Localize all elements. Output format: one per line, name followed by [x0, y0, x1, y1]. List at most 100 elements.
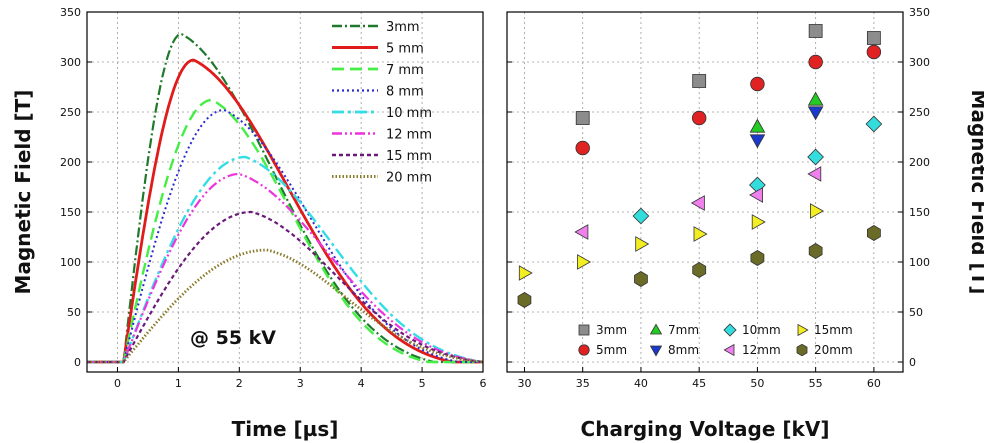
right-x-tick-label: 40 [634, 377, 648, 390]
left-y-axis-label: Magnetic Field [T] [11, 90, 35, 295]
legend-label: 7mm [668, 323, 699, 337]
curve-7mm [86, 98, 483, 364]
legend-label: 20 mm [386, 171, 432, 186]
legend-label: 12 mm [386, 128, 432, 143]
point-20mm [867, 225, 881, 241]
right-y-tick-label: 350 [909, 6, 930, 19]
legend-marker-15mm [797, 323, 809, 337]
point-10mm [632, 207, 650, 225]
legend-marker-8mm [649, 345, 663, 357]
voltage-annotation: @ 55 kV [190, 327, 276, 349]
left-curves [86, 32, 484, 364]
point-12mm [749, 187, 763, 203]
point-7mm [807, 91, 824, 106]
voltage-chart: 30 35 40 45 50 55 60 0 50 100 150 200 250 300 350 3mm 7… [506, 6, 984, 441]
point-20mm [808, 243, 823, 259]
right-legend: 3mm 7mm 10mm 15mm 5mm 8mm 12mm 20mm [578, 323, 853, 357]
left-y-tick-label: 200 [60, 156, 81, 169]
right-y-tick-label: 50 [909, 306, 923, 319]
legend-label: 15mm [814, 323, 853, 337]
left-ticks: 0 1 2 3 4 5 6 0 50 100 150 200 250 300 350 [60, 6, 487, 390]
left-x-tick-label: 1 [175, 377, 182, 390]
right-points [517, 24, 883, 308]
point-5mm [575, 140, 590, 156]
legend-marker-3mm [578, 324, 590, 336]
point-12mm [690, 195, 705, 211]
legend-label: 20mm [814, 343, 853, 357]
right-y-tick-label: 300 [909, 56, 930, 69]
left-y-tick-label: 0 [74, 356, 81, 369]
legend-marker-5mm [578, 344, 590, 356]
curve-5mm [86, 58, 484, 364]
point-12mm [807, 166, 822, 182]
legend-marker-20mm [796, 343, 808, 357]
right-x-tick-label: 55 [809, 377, 823, 390]
left-x-tick-label: 2 [236, 377, 243, 390]
legend-label: 3mm [386, 20, 420, 35]
legend-label: 10mm [742, 323, 781, 337]
left-grid [87, 11, 484, 372]
curve-3mm [87, 32, 483, 364]
legend-marker-12mm [723, 343, 735, 357]
left-y-tick-label: 100 [60, 256, 81, 269]
curve-20mm [86, 248, 484, 364]
point-8mm [807, 106, 824, 121]
left-x-axis-label: Time [µs] [232, 417, 339, 441]
legend-label: 15 mm [386, 149, 432, 164]
right-x-tick-label: 60 [867, 377, 881, 390]
left-y-tick-label: 150 [60, 206, 81, 219]
legend-label: 7 mm [386, 63, 424, 78]
right-x-tick-label: 30 [517, 377, 531, 390]
point-12mm [574, 224, 589, 240]
left-x-tick-label: 6 [480, 377, 487, 390]
point-15mm [577, 254, 592, 270]
point-5mm [691, 110, 707, 126]
point-5mm [808, 54, 823, 70]
right-x-tick-label: 45 [692, 377, 706, 390]
right-x-tick-label: 35 [576, 377, 590, 390]
legend-label: 8 mm [386, 85, 424, 100]
right-x-axis-label: Charging Voltage [kV] [581, 417, 830, 441]
point-15mm [693, 226, 708, 242]
left-y-tick-label: 300 [60, 56, 81, 69]
right-y-tick-label: 100 [909, 256, 930, 269]
point-20mm [750, 250, 765, 266]
right-ticks: 30 35 40 45 50 55 60 0 50 100 150 200 250 300 350 [507, 6, 930, 390]
point-3mm [575, 111, 590, 125]
right-y-tick-label: 150 [909, 206, 930, 219]
legend-label: 10 mm [386, 106, 432, 121]
left-x-tick-label: 5 [419, 377, 426, 390]
left-x-tick-label: 4 [358, 377, 365, 390]
curve-12mm [87, 172, 484, 364]
right-y-tick-label: 250 [909, 106, 930, 119]
point-5mm [866, 44, 882, 60]
point-10mm [865, 115, 883, 133]
point-5mm [750, 76, 765, 92]
left-x-tick-label: 3 [297, 377, 304, 390]
point-20mm [692, 262, 707, 278]
legend-label: 12mm [742, 343, 781, 357]
point-7mm [749, 118, 766, 133]
left-x-tick-label: 0 [114, 377, 121, 390]
point-15mm [518, 265, 533, 281]
legend-marker-10mm [723, 323, 737, 337]
point-20mm [517, 292, 532, 308]
left-plot-frame [86, 11, 484, 373]
point-15mm [810, 203, 824, 219]
right-x-tick-label: 50 [750, 377, 764, 390]
legend-label: 8mm [668, 343, 699, 357]
legend-label: 3mm [596, 323, 627, 337]
legend-label: 5mm [596, 343, 627, 357]
left-y-tick-label: 350 [60, 6, 81, 19]
point-3mm [692, 74, 707, 88]
left-legend: 3mm 5 mm 7 mm 8 mm 10 mm 12 mm 15 mm 20 mm [332, 20, 432, 186]
point-15mm [751, 214, 766, 230]
point-8mm [749, 134, 766, 149]
legend-label: 5 mm [386, 42, 424, 57]
point-3mm [866, 31, 881, 45]
right-plot-frame [506, 11, 904, 373]
point-15mm [635, 236, 650, 252]
right-y-axis-label: Magnetic Field [T] [967, 90, 984, 295]
left-y-tick-label: 250 [60, 106, 81, 119]
